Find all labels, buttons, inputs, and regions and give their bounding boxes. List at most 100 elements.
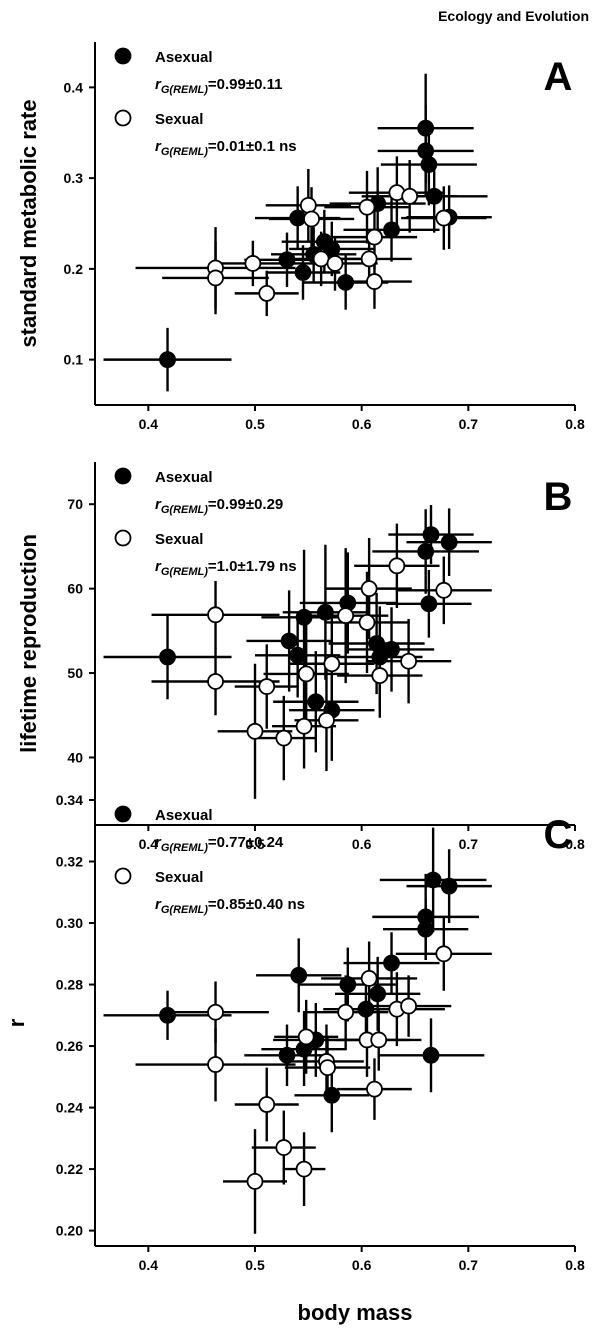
- stat-value: =0.01±0.1 ns: [208, 138, 297, 155]
- legend-label: Sexual: [155, 531, 203, 548]
- series-asexual-markers: [159, 119, 458, 369]
- stat-r: r: [155, 834, 162, 851]
- legend-marker-filled: [114, 805, 132, 823]
- y-tick-label: 40: [67, 749, 83, 765]
- y-tick-label: 0.3: [64, 170, 84, 186]
- data-point: [435, 209, 453, 227]
- data-point: [159, 351, 176, 369]
- data-point: [370, 1031, 388, 1049]
- data-point: [371, 648, 389, 666]
- data-point: [417, 142, 435, 160]
- data-point: [425, 187, 443, 205]
- stat-subscript: G(REML): [161, 504, 208, 516]
- stat-r: r: [155, 138, 162, 155]
- legend-marker-open: [114, 867, 132, 885]
- data-point: [318, 711, 335, 729]
- data-point: [401, 187, 419, 205]
- legend-stat: rG(REML)=0.99±0.29: [155, 496, 283, 516]
- data-point: [295, 1160, 313, 1178]
- stat-subscript: G(REML): [161, 566, 208, 578]
- data-point: [383, 221, 400, 239]
- legend-label: Asexual: [155, 469, 213, 486]
- series-sexual: [151, 523, 492, 799]
- series-sexual-markers: [207, 945, 453, 1190]
- data-point: [316, 603, 334, 621]
- legend-stat: rG(REML)=0.77±0.24: [155, 834, 284, 854]
- data-point: [366, 1080, 383, 1098]
- data-point: [337, 274, 355, 291]
- stat-r: r: [155, 496, 162, 513]
- panel-b: 0.4 0.5 0.6 0.7 0.8 40 50 60 70 lifetime reproduc…: [16, 462, 585, 852]
- y-tick-label: 0.30: [56, 915, 83, 931]
- y-tick-label: 0.4: [64, 79, 84, 95]
- data-point: [319, 1059, 336, 1076]
- data-point: [383, 954, 400, 972]
- data-point: [312, 250, 330, 268]
- data-point: [420, 156, 438, 173]
- data-point: [369, 985, 387, 1003]
- series-asexual-markers: [159, 871, 458, 1104]
- legend-stat: rG(REML)=0.99±0.11: [155, 76, 282, 96]
- series-sexual-markers: [207, 184, 453, 302]
- legend-marker-filled: [114, 467, 132, 485]
- data-point: [383, 641, 400, 658]
- panel-a: 0.4 0.5 0.6 0.7 0.8 0.1 0.2 0.3 0.4 standard meta…: [16, 42, 585, 432]
- x-tick-label: 0.8: [565, 1257, 585, 1273]
- legend-label: Asexual: [155, 807, 213, 824]
- x-tick-label: 0.6: [352, 836, 372, 852]
- x-axis-label: body mass: [298, 1300, 413, 1325]
- data-point: [400, 652, 418, 670]
- panel-letter: B: [544, 475, 573, 519]
- y-axis-label: standard metabolic rate: [16, 99, 41, 347]
- data-point: [337, 607, 355, 625]
- data-point: [400, 997, 418, 1015]
- stat-r: r: [155, 896, 162, 913]
- legend-marker-open: [114, 109, 132, 127]
- data-point: [422, 1046, 440, 1064]
- x-tick-label: 0.7: [459, 836, 479, 852]
- data-point: [424, 871, 442, 889]
- panel-c: 0.4 0.5 0.6 0.7 0.8 0.20 0.22 0.24 0.26 0.28 0.30 0…: [4, 792, 585, 1325]
- x-tick-label: 0.4: [139, 836, 159, 852]
- data-point: [366, 228, 383, 246]
- data-point: [323, 1086, 341, 1104]
- y-tick-label: 0.20: [56, 1223, 83, 1239]
- legend-stat: rG(REML)=0.01±0.1 ns: [155, 138, 297, 158]
- legend-label: Sexual: [155, 111, 203, 128]
- y-tick-label: 0.1: [64, 352, 84, 368]
- data-point: [246, 722, 264, 740]
- data-point: [207, 1056, 224, 1073]
- data-point: [360, 250, 378, 268]
- stat-r: r: [155, 76, 162, 93]
- x-tick-label: 0.4: [139, 1257, 159, 1273]
- y-tick-label: 0.34: [56, 792, 83, 808]
- data-point: [244, 255, 262, 272]
- data-point: [357, 1000, 375, 1018]
- y-axis-label: lifetime reproduction: [16, 534, 41, 753]
- y-axis-label: r: [4, 1018, 29, 1027]
- data-point: [358, 613, 376, 631]
- data-point: [326, 255, 344, 272]
- data-point: [275, 1139, 293, 1156]
- data-point: [258, 284, 276, 302]
- data-point: [323, 655, 341, 673]
- panel-letter: C: [544, 813, 573, 857]
- data-point: [366, 273, 383, 290]
- data-point: [280, 632, 298, 650]
- data-point: [422, 526, 440, 543]
- data-point: [307, 693, 325, 711]
- data-point: [358, 198, 376, 216]
- data-point: [440, 877, 458, 895]
- legend-label: Sexual: [155, 869, 203, 886]
- data-point: [159, 1006, 176, 1024]
- data-point: [303, 210, 320, 228]
- series-sexual: [135, 916, 492, 1234]
- data-point: [417, 119, 435, 137]
- y-tick-label: 0.32: [56, 854, 83, 870]
- panel-letter: A: [544, 55, 573, 99]
- stat-r: r: [155, 558, 162, 575]
- data-point: [297, 665, 315, 683]
- journal-name: Ecology and Evolution: [438, 8, 589, 24]
- data-point: [290, 966, 308, 984]
- data-point: [207, 269, 224, 287]
